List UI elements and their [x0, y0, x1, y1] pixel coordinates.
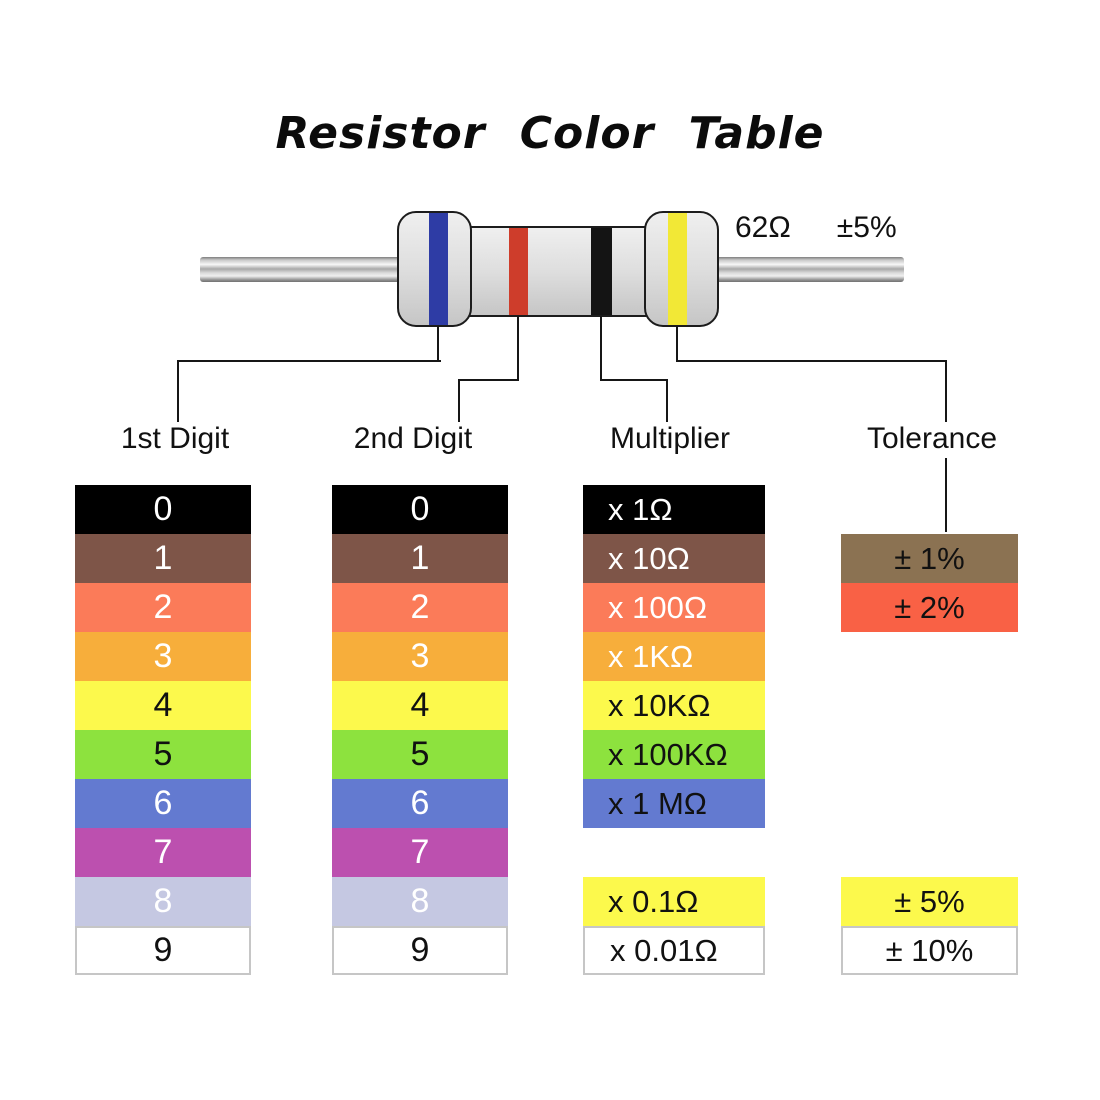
first-digit-row-9: 9 [75, 926, 251, 975]
resistor-right-lead [714, 257, 904, 282]
first-digit-band-blue [429, 213, 448, 325]
first-digit-row-0: 0 [75, 485, 251, 534]
second-digit-band-red [509, 228, 528, 315]
multiplier-row-3: x 1KΩ [583, 632, 765, 681]
first-digit-row-7: 7 [75, 828, 251, 877]
multiplier-row-8: x 0.1Ω [583, 877, 765, 926]
multiplier-row-0: x 1Ω [583, 485, 765, 534]
connector-first-digit-v2 [177, 360, 179, 422]
column-header-multiplier: Multiplier [609, 422, 731, 455]
column-header-second-digit: 2nd Digit [353, 422, 473, 455]
second-digit-row-2: 2 [332, 583, 508, 632]
multiplier-row-6: x 1 MΩ [583, 779, 765, 828]
tolerance-value: ±5% [836, 211, 897, 244]
resistor-left-lead [200, 257, 402, 282]
second-digit-row-7: 7 [332, 828, 508, 877]
multiplier-row-4: x 10KΩ [583, 681, 765, 730]
connector-tolerance-v1 [676, 326, 678, 362]
second-digit-row-5: 5 [332, 730, 508, 779]
tolerance-row-9: ± 10% [841, 926, 1018, 975]
first-digit-row-2: 2 [75, 583, 251, 632]
tolerance-row-8: ± 5% [841, 877, 1018, 926]
connector-first-digit-v1 [437, 326, 439, 362]
second-digit-row-9: 9 [332, 926, 508, 975]
connector-second-digit-v1 [517, 316, 519, 381]
second-digit-row-8: 8 [332, 877, 508, 926]
second-digit-row-1: 1 [332, 534, 508, 583]
first-digit-row-5: 5 [75, 730, 251, 779]
first-digit-row-8: 8 [75, 877, 251, 926]
multiplier-row-5: x 100KΩ [583, 730, 765, 779]
multiplier-table: x 1Ω x 10Ω x 100Ω x 1KΩ x 10KΩ x 100KΩ x 1 MΩ x… [583, 0, 765, 1100]
column-header-first-digit: 1st Digit [120, 422, 230, 455]
second-digit-row-0: 0 [332, 485, 508, 534]
second-digit-row-3: 3 [332, 632, 508, 681]
multiplier-row-2: x 100Ω [583, 583, 765, 632]
column-header-tolerance: Tolerance [866, 422, 998, 455]
connector-multiplier-v1 [600, 316, 602, 381]
connector-multiplier-v2 [666, 379, 668, 422]
tolerance-band-yellow [668, 213, 687, 325]
tolerance-table: ± 1% ± 2% ± 5% ± 10% [841, 0, 1018, 1100]
first-digit-row-3: 3 [75, 632, 251, 681]
page-title: Resistor Color Table [275, 108, 825, 159]
second-digit-row-4: 4 [332, 681, 508, 730]
first-digit-row-1: 1 [75, 534, 251, 583]
multiplier-row-1: x 10Ω [583, 534, 765, 583]
connector-tolerance-v3 [945, 458, 947, 532]
connector-tolerance-v2 [945, 360, 947, 422]
first-digit-row-4: 4 [75, 681, 251, 730]
tolerance-row-1: ± 1% [841, 534, 1018, 583]
first-digit-row-6: 6 [75, 779, 251, 828]
multiplier-band-black [591, 228, 612, 315]
connector-tolerance-h [676, 360, 947, 362]
connector-first-digit-h [177, 360, 441, 362]
second-digit-row-6: 6 [332, 779, 508, 828]
resistance-value: 62Ω [735, 211, 791, 244]
multiplier-row-9: x 0.01Ω [583, 926, 765, 975]
connector-multiplier-h [600, 379, 668, 381]
connector-second-digit-v2 [458, 379, 460, 422]
connector-second-digit-h [458, 379, 519, 381]
tolerance-row-2: ± 2% [841, 583, 1018, 632]
resistor-value-label: 62Ω ±5% [735, 211, 897, 245]
